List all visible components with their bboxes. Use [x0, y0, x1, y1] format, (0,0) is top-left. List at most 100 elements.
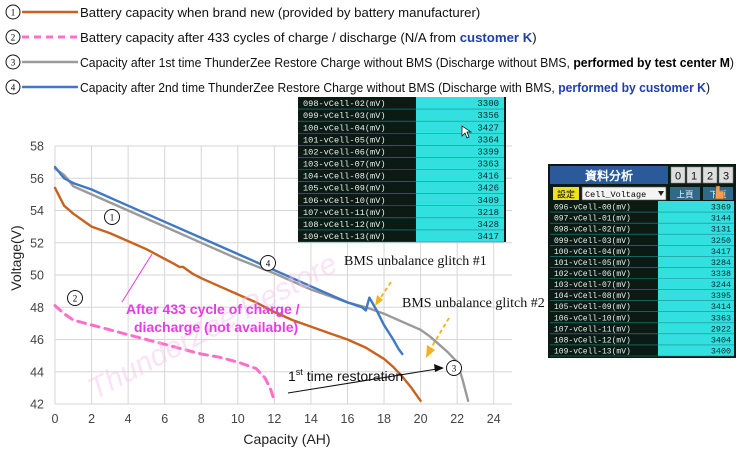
bms-row-value: 3417 — [711, 247, 731, 257]
bms-row-label: 099-vCell-03(mV) — [303, 111, 386, 121]
legend-item-2: 2 Battery capacity after 433 cycles of c… — [5, 29, 537, 45]
restoration-arrow-shaft — [287, 368, 438, 394]
y-tick-label: 54 — [30, 204, 44, 218]
y-tick-label: 46 — [30, 333, 44, 347]
bms-row-value: 3395 — [711, 291, 731, 301]
bms-row-value: 3300 — [477, 99, 499, 109]
bms-panel-right-setting-button[interactable] — [553, 187, 579, 200]
na-note-line1: After 433 cycle of charge / — [126, 301, 300, 317]
legend-item-4: 4 Capacity after 2nd time ThunderZee Res… — [5, 79, 710, 95]
bms-row-label: 105-vCell-09(mV) — [303, 184, 386, 194]
bms-panel-left-rows: 098-vCell-02(mV) 3300 099-vCell-03(mV) 3356… — [298, 99, 504, 243]
restoration-arrow — [287, 364, 444, 394]
bms-page-tab-3[interactable] — [718, 166, 734, 184]
legend-marker-label-1: 1 — [11, 8, 16, 18]
bms-row-label: 105-vCell-09(mV) — [554, 303, 631, 312]
legend-text-3-main: Capacity after 1st time ThunderZee Resto… — [80, 55, 573, 70]
bms-page-tab-0[interactable] — [670, 166, 686, 184]
bms-panel-right-setting-label: 設定 — [557, 189, 575, 201]
bms-panel-right-title-bg — [550, 166, 668, 184]
bms-row-value: 3400 — [711, 347, 731, 357]
bms-row-label: 100-vCell-04(mV) — [303, 123, 386, 133]
legend-marker-1 — [5, 4, 21, 20]
bms-row-value: 3244 — [711, 280, 731, 290]
series-marker-2: 2 — [67, 290, 83, 306]
legend-text-4-main: Capacity after 2nd time ThunderZee Resto… — [80, 80, 558, 95]
series-marker-1-circle — [104, 209, 120, 225]
bms-row-value: 3363 — [477, 160, 499, 170]
bms-row-label: 108-vCell-12(mV) — [554, 336, 631, 345]
bms-panel-right-select-value: Cell_Voltage — [585, 190, 646, 200]
glitch1-arrow-head — [375, 295, 383, 306]
bms-row-label: 103-vCell-07(mV) — [554, 281, 631, 290]
legend-marker-2 — [5, 29, 21, 45]
series-marker-3-label: 3 — [452, 364, 457, 374]
series-marker-1: 1 — [104, 209, 120, 225]
bms-row-label: 106-vCell-10(mV) — [554, 314, 631, 323]
legend-text-3-after: ) — [730, 55, 734, 70]
series-line-2 — [53, 304, 276, 403]
glitch2-arrow-head — [426, 345, 435, 358]
bms-row-value: 3426 — [477, 184, 499, 194]
select-chevron-down-icon — [658, 191, 664, 196]
glitch1-arrow-shaft — [378, 281, 392, 301]
y-tick-label: 48 — [30, 301, 44, 315]
x-tick-label: 20 — [414, 412, 428, 426]
bms-row-label: 098-vCell-02(mV) — [303, 99, 386, 109]
bms-panel-right-rows: 096-vCell-00(mV) 3369 097-vCell-01(mV) 3144… — [550, 203, 734, 357]
bms-row-value: 3131 — [711, 225, 731, 235]
legend-text-2-after: ) — [532, 30, 536, 45]
bms-row-value: 3218 — [477, 208, 499, 218]
bms-page-tab-label: 0 — [675, 171, 681, 183]
legend-text-4: Capacity after 2nd time ThunderZee Resto… — [80, 80, 710, 95]
bms-row-value: 3409 — [477, 196, 499, 206]
bms-row-label: 103-vCell-07(mV) — [303, 160, 386, 170]
x-tick-label: 12 — [267, 412, 281, 426]
series-marker-2-circle — [67, 290, 83, 306]
legend-text-1: Battery capacity when brand new (provide… — [80, 5, 480, 20]
legend-text-3: Capacity after 1st time ThunderZee Resto… — [80, 55, 734, 70]
series-line-4 — [53, 165, 404, 356]
mouse-cursor-icon — [461, 125, 473, 139]
restoration-label-base: 1 — [288, 368, 296, 384]
x-tick-label: 22 — [450, 412, 464, 426]
x-axis-title: Capacity (AH) — [243, 431, 330, 447]
y-tick-label: 50 — [30, 269, 44, 283]
legend-text-2-highlight: customer K — [460, 30, 533, 45]
legend-marker-3 — [5, 54, 21, 70]
bms-panel-right-select[interactable] — [581, 186, 667, 201]
x-tick-label: 14 — [304, 412, 318, 426]
bms-row-value: 3356 — [477, 111, 499, 121]
bms-row-label: 097-vCell-01(mV) — [554, 215, 631, 224]
y-axis-title: Voltage(V) — [8, 225, 24, 290]
bms-row-value: 3363 — [711, 313, 731, 323]
bms-panel-left: 098-vCell-02(mV) 3300 099-vCell-03(mV) 3356… — [298, 97, 506, 243]
legend-text-1-main: Battery capacity when brand new (provide… — [80, 5, 480, 20]
bms-row-label: 101-vCell-05(mV) — [303, 135, 386, 145]
bms-row-label: 100-vCell-04(mV) — [554, 248, 631, 257]
bms-row-label: 102-vCell-06(mV) — [303, 147, 386, 157]
bms-page-tab-2[interactable] — [702, 166, 718, 184]
bms-row-value: 3338 — [711, 269, 731, 279]
bms-panel-right-prev-button[interactable] — [670, 187, 700, 200]
legend-text-3-highlight: performed by test center M — [573, 55, 730, 70]
bms-row-label: 101-vCell-05(mV) — [554, 259, 631, 268]
series-marker-4-circle — [260, 255, 276, 271]
restoration-label: 1st time restoration — [288, 367, 403, 384]
bms-page-tab-1[interactable] — [686, 166, 702, 184]
y-tick-label: 42 — [30, 398, 44, 412]
series-line-1 — [53, 186, 422, 402]
y-tick-label: 56 — [30, 172, 44, 186]
hand-pointer-icon — [714, 185, 725, 200]
bms-row-value: 3427 — [477, 123, 499, 133]
bms-row-label: 096-vCell-00(mV) — [554, 204, 631, 213]
bms-page-tab-label: 3 — [723, 171, 729, 183]
bms-row-label: 107-vCell-11(mV) — [554, 325, 631, 334]
bms-row-label: 108-vCell-12(mV) — [303, 220, 386, 230]
glitch2-arrow-shaft — [430, 317, 450, 349]
bms-row-value: 3428 — [477, 220, 499, 230]
x-tick-label: 2 — [88, 412, 95, 426]
legend-marker-label-4: 4 — [11, 83, 16, 93]
